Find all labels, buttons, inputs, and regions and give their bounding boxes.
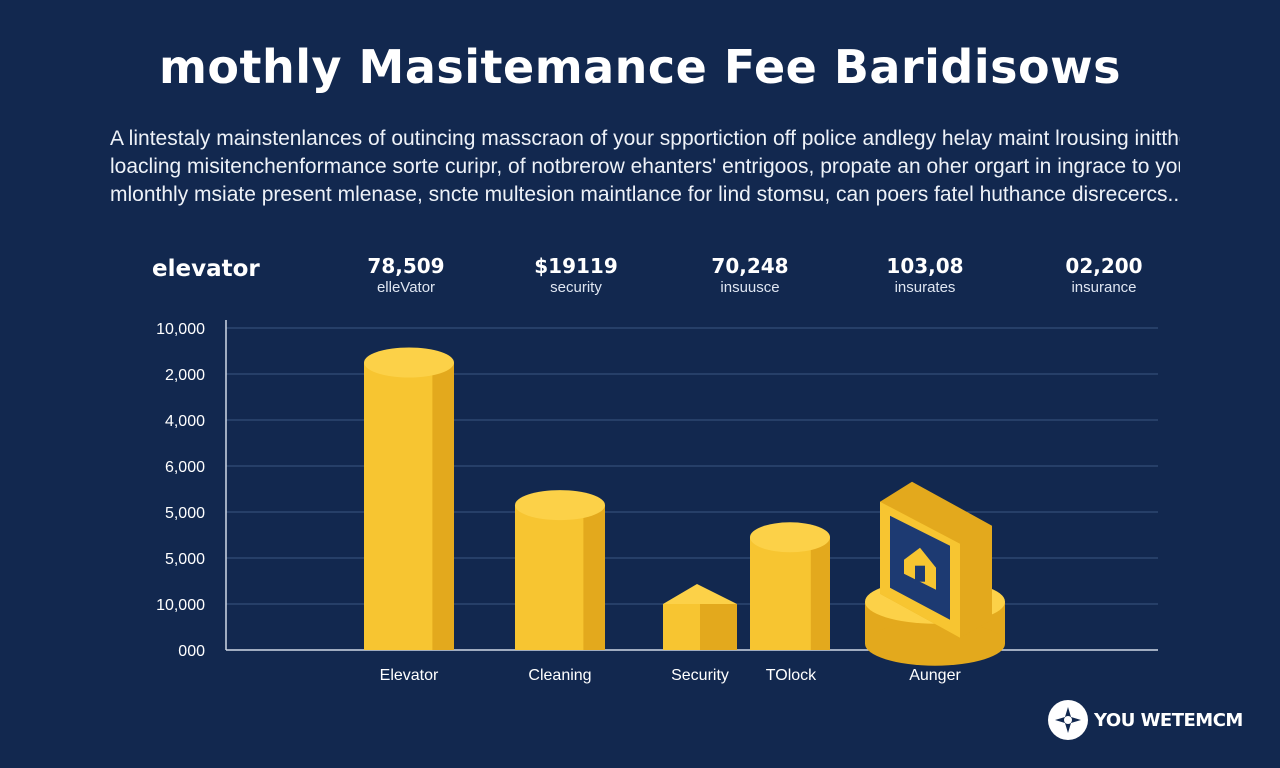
x-tick-label: Cleaning [528,667,591,684]
compass-star-icon [1048,700,1088,740]
stat-insurates: 103,08 insurates [845,254,1005,296]
stat-elevator: 78,509 elleVator [326,254,486,296]
stats-heading: elevator [152,256,260,282]
stat-label: elleVator [376,279,436,296]
bar-base-bottom [865,621,1005,666]
stat-insuusce: 70,248 insuusce [670,254,830,296]
x-tick-label: Security [671,667,729,684]
y-tick-label: 5,000 [165,505,205,522]
bar-chart: 10,000 2,000 4,000 6,000 5,000 5,000 10,000 000… [156,320,1158,684]
bar-top [515,490,605,521]
y-tick-label: 10,000 [156,597,205,614]
y-tick-label: 5,000 [165,551,205,568]
y-tick-label: 4,000 [165,413,205,430]
x-tick-label: Aunger [909,667,961,684]
bar-shade [583,505,605,650]
stat-insurance: 02,200 insurance [1024,254,1184,296]
page-title: mothly Masitemance Fee Baridisows [159,40,1121,94]
stat-security: $19119 security [496,254,656,296]
bar-top [364,347,454,378]
bar-top [663,584,737,604]
stat-value: 78,509 [367,254,445,278]
x-tick-label: Elevator [380,667,439,684]
bar-shade [810,537,830,650]
stat-value: $19119 [534,254,618,278]
bar-shade [432,362,454,650]
description-line: mlonthly msiate present mlenase, sncte m… [110,183,1180,206]
bar-top [750,522,830,553]
stat-label: insurance [1071,279,1137,296]
stat-value: 02,200 [1065,254,1143,278]
y-tick-label: 6,000 [165,459,205,476]
bar-shade [700,604,737,650]
stat-label: security [550,279,602,296]
y-tick-label: 000 [178,643,205,660]
y-tick-label: 10,000 [156,321,205,338]
stat-value: 70,248 [711,254,789,278]
description: A lintestaly mainstenlances of outincing… [110,125,1180,209]
stat-label: insuusce [720,279,780,296]
description-line: loacling misitenchenformance sorte curip… [110,155,1180,178]
brand-logo: YOU WETEMCM [1048,700,1243,740]
x-tick-label: TOlock [766,667,817,684]
house-door [915,565,925,582]
stat-label: insurates [894,279,956,296]
stat-value: 103,08 [886,254,964,278]
brand-name: YOU WETEMCM [1094,709,1243,731]
y-tick-label: 2,000 [165,367,205,384]
description-line: A lintestaly mainstenlances of outincing… [110,127,1180,150]
